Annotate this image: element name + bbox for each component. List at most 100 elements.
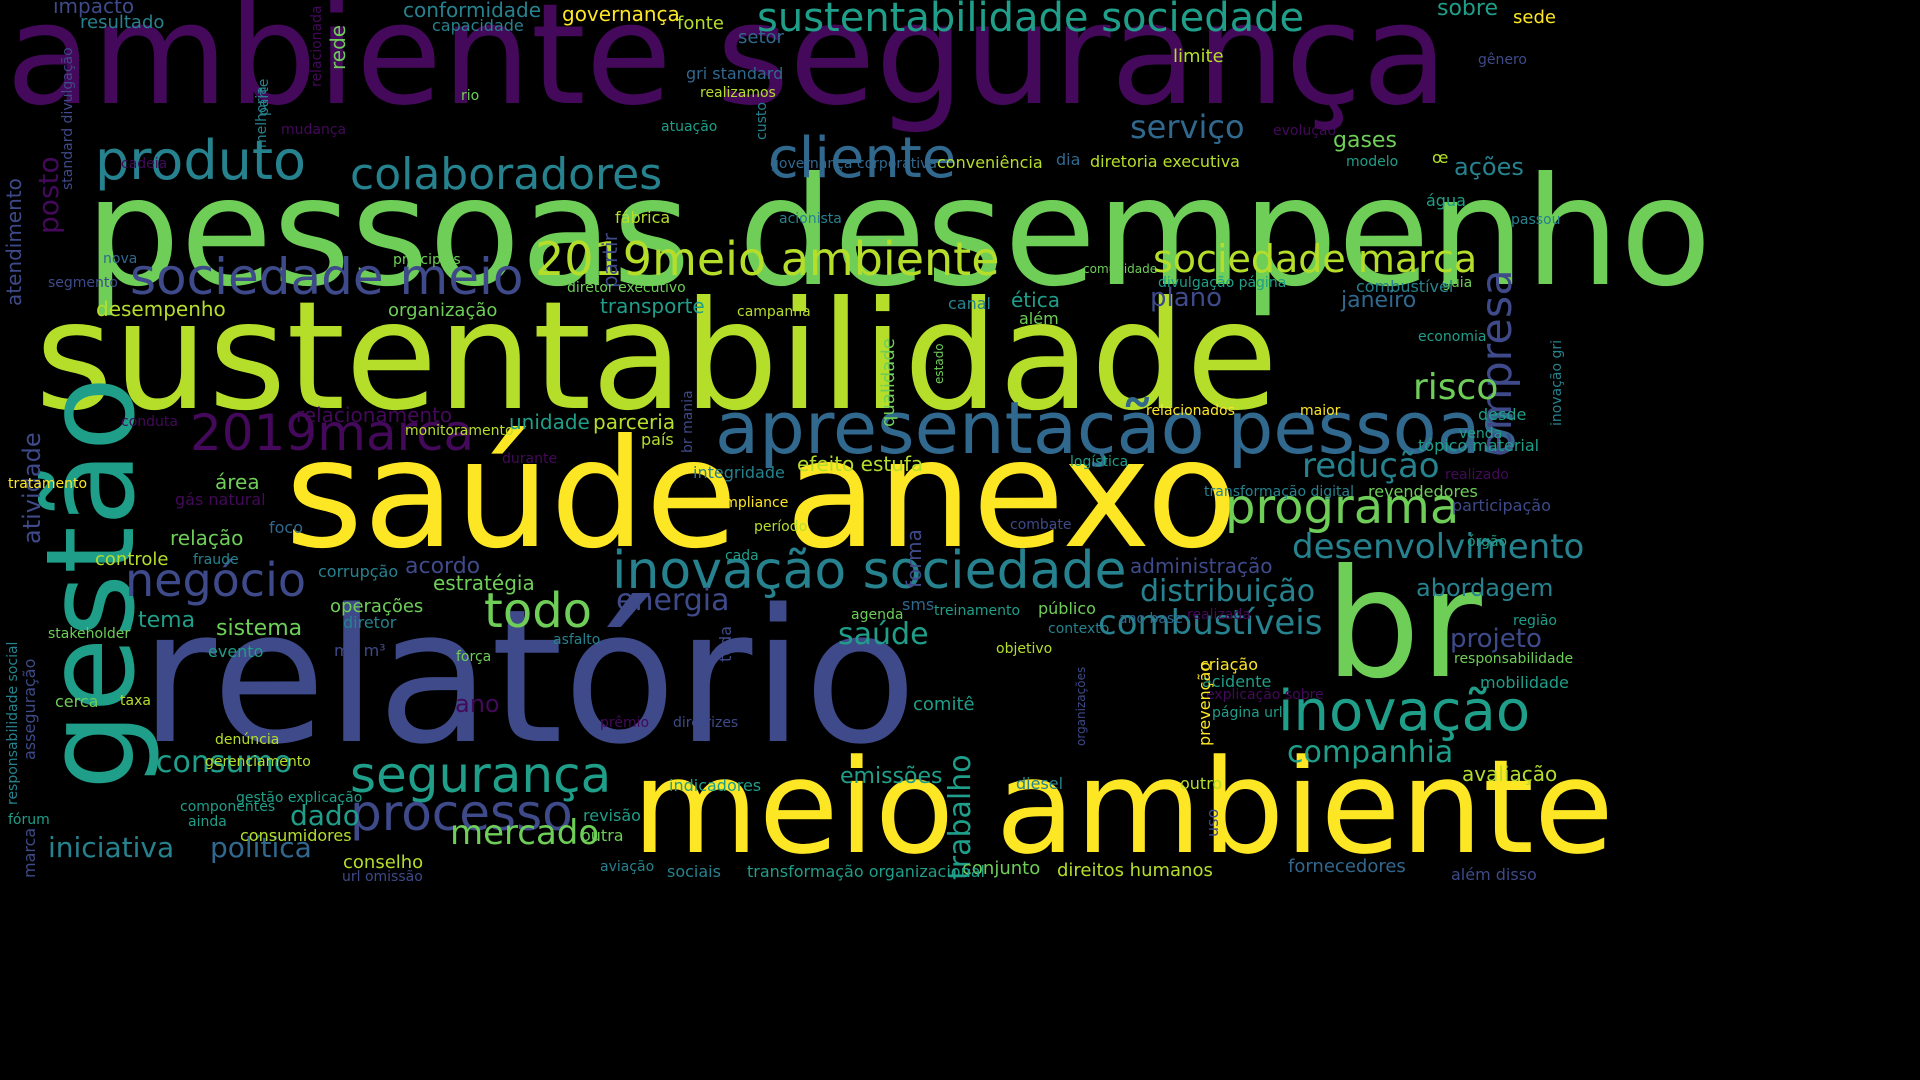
word-controle: controle [95,549,169,570]
word-energia: energia [616,583,730,618]
word-servico: serviço [1130,108,1245,146]
word-limite: limite [1173,46,1224,67]
word-gestao-explicacao: gestão explicação [236,790,363,806]
word-alem-disso: além disso [1451,865,1537,884]
word-reducao: redução [1302,446,1440,486]
word-genero: gênero [1478,52,1527,68]
word-componentes: componentes [180,799,276,815]
word-forum: fórum [8,812,50,828]
word-responsabilidade-social: responsabilidade social [5,641,21,805]
word-area: área [215,470,260,494]
word-integridade: integridade [693,463,785,482]
word-compliance: compliance [708,495,789,511]
word-marca: marca [20,827,39,878]
word-governanca-corporativa: governança corporativa [770,156,937,172]
word-asseguracao: asseguração [20,658,39,760]
word-pessoas-desempenho: pessoas desempenho [85,146,1712,320]
word-responsabilidade: responsabilidade [1454,651,1574,667]
word-objetivo: objetivo [996,641,1053,657]
word-ano: ano [455,690,500,718]
word-realizado: realizado [1445,467,1509,483]
word-organizacoes: organizações [1074,666,1088,746]
word-conselho: conselho [343,852,424,873]
word-mudanca: mudança [281,122,347,138]
word-combustiveis: combustíveis [1098,603,1323,643]
word-standard-divulgacao: standard divulgação [60,47,76,190]
word-pagina-url: página url [1212,705,1283,721]
word-toda: toda [716,625,735,662]
word-relacionados: relacionados [1146,403,1235,419]
word-evento: evento [208,642,264,661]
word-diretor-executivo: diretor executivo [567,280,686,296]
word-corrupcao: corrupção [318,562,399,581]
word-publico: público [1038,599,1096,618]
word-comite: comitê [913,694,975,715]
word-mobilidade: mobilidade [1480,673,1569,692]
word-projeto: projeto [1450,624,1542,654]
word-conformidade: conformidade [403,0,542,22]
word-administracao: administração [1130,554,1273,578]
word-guia: guia [1442,275,1473,291]
word-estado: estado [932,343,946,384]
word-revendedores: revendedores [1368,482,1478,501]
word-fraude: fraude [193,552,239,568]
word-qualidade: qualidade [878,338,899,427]
word-foco: foco [269,518,304,537]
word-emissoes: emissões [840,764,943,789]
word-realizada: realizada [1187,607,1251,623]
word-custo: custo [754,102,770,140]
word-janeiro: janeiro [1341,288,1417,313]
word-produto: produto [95,129,307,192]
word-desde: desde [1478,405,1527,424]
word-monitoramento: monitoramento [405,423,514,439]
word-transformacao-digital: transformação digital [1204,484,1355,500]
word-seguranca: segurança [350,746,612,804]
word-taxa: taxa [120,693,151,709]
word-parceria: parceria [593,410,676,434]
word-br: br [1325,538,1482,712]
word-relatorio: relatório [140,569,917,785]
word-evolucao: evolução [1273,123,1337,139]
word-cerca: cerca [55,692,99,711]
word-relacionamento: relacionamento [296,403,453,427]
word-forma: forma [902,529,926,588]
word-principais: principais [393,252,461,268]
word-combate: combate [1010,517,1072,533]
word-resultado: resultado [80,12,165,33]
word-maior: maior [1300,403,1341,419]
word-fabrica: fábrica [615,208,671,227]
word-explicacao-sobre: explicação sobre [1206,687,1324,703]
word-gerenciamento: gerenciamento [205,754,311,770]
word-conveniencia: conveniência [937,153,1043,172]
word-sobre: sobre [1437,0,1498,21]
word-canal: canal [948,294,991,313]
word-treinamento: treinamento [934,603,1021,619]
word-premio: prêmio [600,715,650,731]
word-rede: rede [326,24,350,70]
word-uso: uso [1203,808,1222,837]
word-acoes: ações [1454,153,1524,181]
word-dado: dado [290,799,360,832]
word-prevencao: prevenção [1195,661,1214,746]
word-dia: dia [1056,150,1081,169]
word-iniciativa: iniciativa [48,831,175,864]
word-tema: tema [138,608,196,633]
word-rio: rio [461,88,480,104]
word-regiao: região [1513,613,1557,629]
word-orgao: órgão [1467,534,1508,550]
word-direitos-humanos: direitos humanos [1057,860,1213,881]
word-comunidade: comunidade [1083,262,1158,276]
word-economia: economia [1418,329,1487,345]
word-nova: nova [103,251,138,267]
word-denuncia: denúncia [215,732,280,748]
word-agenda: agenda [851,607,904,623]
word-cliente: cliente [768,126,957,191]
word-saude: saúde [838,617,929,652]
word-organizacao: organização [388,300,498,321]
word-participacao: participação [1452,496,1551,515]
word-diretor: diretor [343,613,397,632]
word-abordagem: abordagem [1416,574,1554,602]
word-alem: além [1019,309,1059,328]
word-meio-ambiente: meio ambiente [632,731,1614,883]
